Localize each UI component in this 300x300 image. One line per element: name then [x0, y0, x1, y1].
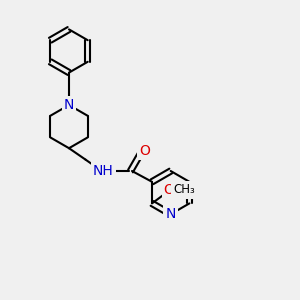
Text: N: N [64, 98, 74, 112]
Text: NH: NH [93, 164, 114, 178]
Text: O: O [139, 144, 150, 158]
Text: O: O [164, 183, 175, 197]
Text: CH₃: CH₃ [173, 183, 195, 196]
Text: N: N [166, 207, 176, 221]
